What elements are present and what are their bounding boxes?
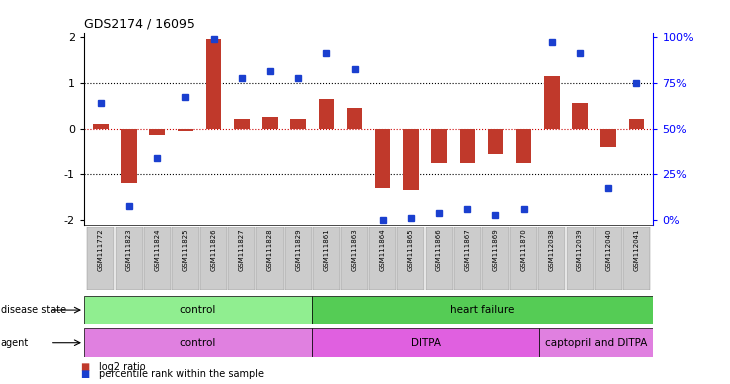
Bar — [318, 99, 334, 129]
Bar — [115, 227, 142, 290]
Bar — [595, 227, 622, 290]
Text: ■: ■ — [80, 369, 90, 379]
Bar — [516, 129, 531, 163]
Text: GSM111867: GSM111867 — [464, 228, 470, 271]
Bar — [431, 129, 447, 163]
Bar — [601, 129, 616, 147]
Text: DITPA: DITPA — [410, 338, 441, 348]
Bar — [144, 227, 171, 290]
Bar — [88, 227, 115, 290]
Text: GSM111865: GSM111865 — [408, 228, 414, 271]
Text: GSM111827: GSM111827 — [239, 228, 245, 271]
Bar — [313, 227, 340, 290]
Bar — [150, 129, 165, 136]
Text: GSM111861: GSM111861 — [323, 228, 329, 271]
Text: GSM111869: GSM111869 — [493, 228, 499, 271]
Bar — [121, 129, 137, 184]
Text: GSM111870: GSM111870 — [520, 228, 526, 271]
Text: captopril and DITPA: captopril and DITPA — [545, 338, 648, 348]
Bar — [262, 117, 277, 129]
Bar — [566, 227, 593, 290]
Text: agent: agent — [1, 338, 29, 348]
Bar — [629, 119, 644, 129]
Text: GSM111826: GSM111826 — [211, 228, 217, 271]
Text: GSM111828: GSM111828 — [267, 228, 273, 271]
Bar — [312, 296, 653, 324]
Text: heart failure: heart failure — [450, 305, 515, 315]
Text: GSM111866: GSM111866 — [436, 228, 442, 271]
Bar — [488, 129, 503, 154]
Text: GDS2174 / 16095: GDS2174 / 16095 — [84, 17, 195, 30]
Bar — [228, 227, 256, 290]
Text: GSM112039: GSM112039 — [577, 228, 583, 271]
Bar — [312, 328, 539, 357]
Text: GSM111829: GSM111829 — [295, 228, 301, 271]
Bar — [538, 227, 566, 290]
Bar — [84, 328, 312, 357]
Bar — [544, 76, 560, 129]
Bar — [397, 227, 424, 290]
Bar — [341, 227, 368, 290]
Text: percentile rank within the sample: percentile rank within the sample — [99, 369, 264, 379]
Bar — [510, 227, 537, 290]
Bar — [172, 227, 199, 290]
Bar — [369, 227, 396, 290]
Bar — [623, 227, 650, 290]
Bar — [234, 119, 250, 129]
Bar — [206, 40, 221, 129]
Bar — [403, 129, 419, 190]
Bar — [347, 108, 362, 129]
Text: GSM112041: GSM112041 — [634, 228, 639, 271]
Text: GSM111823: GSM111823 — [126, 228, 132, 271]
Text: disease state: disease state — [1, 305, 66, 315]
Text: GSM111824: GSM111824 — [154, 228, 161, 271]
Bar — [177, 129, 193, 131]
Bar — [572, 104, 588, 129]
Bar — [256, 227, 283, 290]
Text: control: control — [180, 338, 216, 348]
Text: GSM112040: GSM112040 — [605, 228, 611, 271]
Bar — [285, 227, 312, 290]
Text: control: control — [180, 305, 216, 315]
Text: GSM112038: GSM112038 — [549, 228, 555, 271]
Bar — [539, 328, 653, 357]
Bar — [375, 129, 391, 188]
Text: GSM111864: GSM111864 — [380, 228, 385, 271]
Bar — [454, 227, 481, 290]
Bar — [426, 227, 453, 290]
Bar — [200, 227, 227, 290]
Text: GSM111863: GSM111863 — [352, 228, 358, 271]
Text: GSM111825: GSM111825 — [182, 228, 188, 271]
Text: GSM111772: GSM111772 — [98, 228, 104, 271]
Text: log2 ratio: log2 ratio — [99, 362, 145, 372]
Bar — [482, 227, 509, 290]
Bar — [460, 129, 475, 163]
Bar — [291, 119, 306, 129]
Bar — [84, 296, 312, 324]
Bar — [93, 124, 109, 129]
Text: ■: ■ — [80, 362, 90, 372]
